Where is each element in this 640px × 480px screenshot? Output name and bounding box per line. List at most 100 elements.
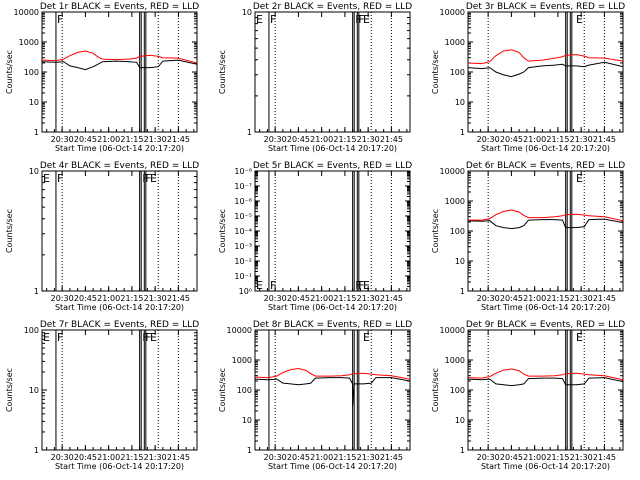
x-tick-label: 21:00 <box>310 294 333 303</box>
x-tick-label: 20:30 <box>264 453 287 462</box>
y-tick-label: 10 <box>455 257 465 266</box>
x-tick-label: 21:30 <box>144 294 167 303</box>
y-axis-label: Counts/sec <box>5 368 14 412</box>
chart-panel-5: Det 5r BLACK = Events, RED = LLD 10⁰ 10⁻¹ 1… <box>218 161 412 312</box>
chart-title: Det 6r BLACK = Events, RED = LLD <box>466 161 625 171</box>
event-marker-f: F <box>355 13 361 26</box>
x-tick-label: 20:30 <box>477 294 500 303</box>
event-marker-f: F <box>270 279 276 292</box>
y-tick-label: 10⁻² <box>234 257 252 266</box>
events-series-line <box>468 218 623 230</box>
x-axis-label: Start Time (06-Oct-14 20:17:20) <box>55 462 184 471</box>
chart-title: Det 8r BLACK = Events, RED = LLD <box>253 320 412 330</box>
x-tick-label: 20:45 <box>500 453 523 462</box>
y-tick-label: 10 <box>242 416 252 425</box>
chart-title: Det 2r BLACK = Events, RED = LLD <box>253 2 412 12</box>
plot-frame <box>254 170 411 292</box>
x-tick-label: 21:45 <box>167 453 190 462</box>
y-axis-label: Counts/sec <box>431 50 440 94</box>
plot-frame <box>467 11 624 133</box>
event-marker-e: E <box>256 279 263 292</box>
y-axis-label: Counts/sec <box>431 368 440 412</box>
event-marker-f: F <box>57 172 63 185</box>
x-tick-label: 21:30 <box>570 453 593 462</box>
x-tick-label: 21:30 <box>357 135 380 144</box>
y-axis-label: Counts/sec <box>5 209 14 253</box>
lld-series-line <box>42 50 197 64</box>
event-marker-f: F <box>142 331 148 344</box>
y-tick-label: 10 <box>29 167 39 176</box>
x-tick-label: 21:45 <box>380 294 403 303</box>
event-marker-e: E <box>363 279 370 292</box>
x-tick-label: 21:15 <box>546 135 569 144</box>
x-tick-label: 21:45 <box>380 453 403 462</box>
y-axis-label: Counts/sec <box>218 50 227 94</box>
y-tick-label: 10000 <box>440 167 465 176</box>
x-tick-label: 20:45 <box>500 294 523 303</box>
x-tick-label: 21:30 <box>570 294 593 303</box>
events-series-line <box>255 377 410 406</box>
x-tick-label: 21:45 <box>167 294 190 303</box>
y-tick-label: 100 <box>450 68 465 77</box>
y-tick-label: 10⁰ <box>239 287 252 296</box>
event-marker-f: F <box>358 279 364 292</box>
x-tick-label: 20:30 <box>477 453 500 462</box>
x-axis-label: Start Time (06-Oct-14 20:17:20) <box>55 303 184 312</box>
event-marker-e: E <box>150 172 157 185</box>
event-marker-e: E <box>43 172 50 185</box>
plot-frame <box>467 329 624 451</box>
y-tick-label: 10000 <box>14 8 39 17</box>
plot-area <box>468 12 623 132</box>
y-tick-label: 1 <box>460 128 465 137</box>
y-tick-label: 1000 <box>445 356 465 365</box>
x-axis-label: Start Time (06-Oct-14 20:17:20) <box>268 303 397 312</box>
events-series-line <box>468 377 623 387</box>
y-tick-label: 10 <box>455 416 465 425</box>
chart-panel-6: Det 6r BLACK = Events, RED = LLD 1 10 100 10… <box>431 161 625 312</box>
y-tick-label: 10000 <box>440 326 465 335</box>
plot-area <box>268 12 392 132</box>
y-tick-label: 10000 <box>227 326 252 335</box>
x-tick-label: 21:15 <box>546 294 569 303</box>
chart-title: Det 4r BLACK = Events, RED = LLD <box>40 161 199 171</box>
lld-series-line <box>468 368 623 381</box>
y-tick-label: 10⁻⁴ <box>234 227 252 236</box>
y-tick-label: 10⁻⁷ <box>234 182 252 191</box>
x-tick-label: 20:30 <box>51 135 74 144</box>
x-tick-label: 20:30 <box>51 294 74 303</box>
y-tick-label: 10⁻⁶ <box>234 197 252 206</box>
chart-panel-2: Det 2r BLACK = Events, RED = LLD 1 10 Count… <box>218 2 412 153</box>
y-tick-label: 1 <box>460 287 465 296</box>
x-axis-label: Start Time (06-Oct-14 20:17:20) <box>481 462 610 471</box>
x-tick-label: 21:45 <box>593 294 616 303</box>
plot-frame <box>254 11 411 133</box>
x-axis-label: Start Time (06-Oct-14 20:17:20) <box>268 462 397 471</box>
event-marker-e: E <box>363 13 370 26</box>
y-tick-label: 1000 <box>19 38 39 47</box>
event-marker-e: E <box>576 172 583 185</box>
plot-frame <box>41 329 198 451</box>
lld-series-line <box>468 209 623 222</box>
y-tick-label: 100 <box>24 326 39 335</box>
y-tick-label: 10000 <box>440 8 465 17</box>
plot-area <box>55 171 179 291</box>
plot-area <box>42 12 197 132</box>
x-tick-label: 21:15 <box>333 453 356 462</box>
y-tick-label: 10⁻⁸ <box>234 167 252 176</box>
plot-area <box>268 171 392 291</box>
x-tick-label: 20:45 <box>74 135 97 144</box>
y-axis-label: Counts/sec <box>218 368 227 412</box>
y-axis-label: Counts/sec <box>5 50 14 94</box>
x-tick-label: 21:15 <box>546 453 569 462</box>
x-tick-label: 21:15 <box>120 135 143 144</box>
chart-panel-3: Det 3r BLACK = Events, RED = LLD 1 10 100 10… <box>431 2 625 153</box>
event-marker-f: F <box>358 13 364 26</box>
x-tick-label: 20:45 <box>74 294 97 303</box>
x-tick-label: 21:15 <box>333 294 356 303</box>
y-tick-label: 10 <box>455 98 465 107</box>
plot-area <box>468 171 623 291</box>
x-tick-label: 21:00 <box>97 453 120 462</box>
chart-panel-7: Det 7r BLACK = Events, RED = LLD 1 10 100 Co… <box>5 320 199 471</box>
event-marker-f: F <box>270 13 276 26</box>
